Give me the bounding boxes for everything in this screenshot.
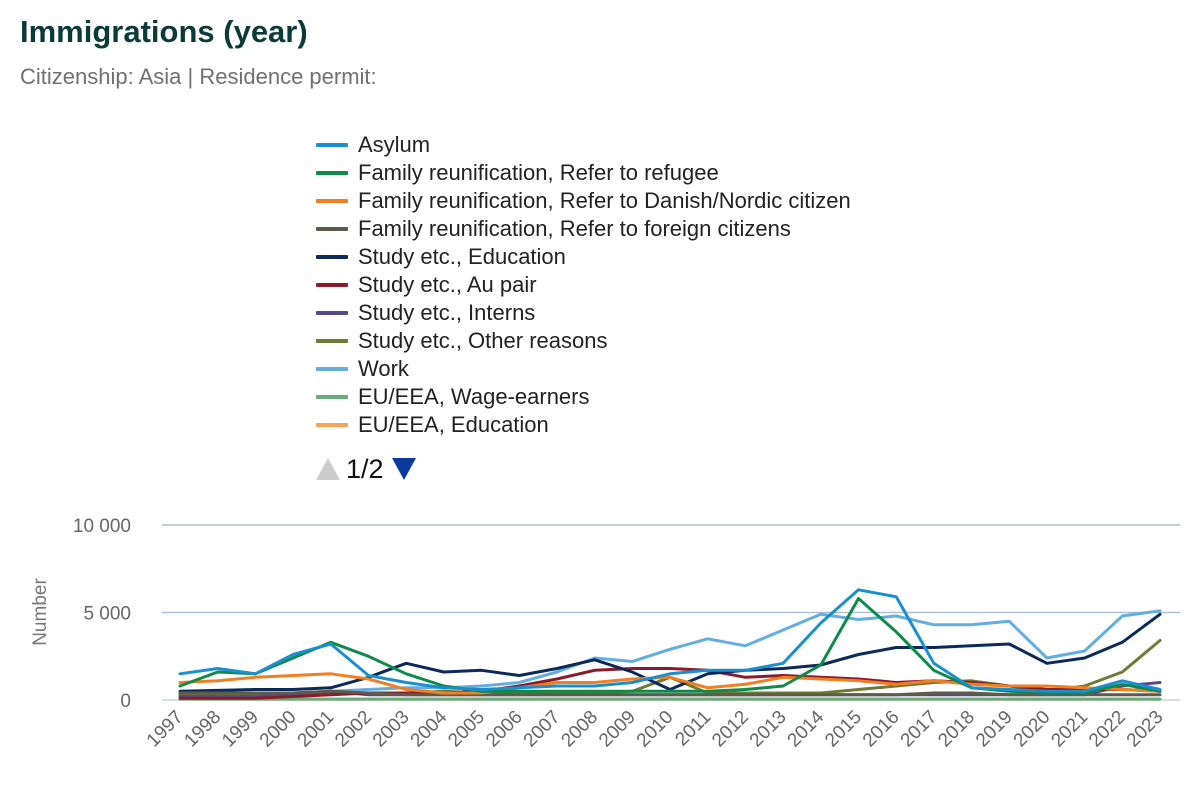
x-tick-label: 2009 [595,707,640,752]
x-tick-label: 2020 [1010,707,1055,752]
legend-swatch [316,423,348,427]
x-tick-label: 2003 [369,707,414,752]
x-tick-label: 2006 [482,707,527,752]
legend-pager: 1/2 [316,452,416,486]
legend-item[interactable]: EU/EEA, Wage-earners [316,383,956,411]
arrow-up-icon[interactable] [316,458,340,480]
series-line [178,588,1162,693]
legend-item[interactable]: Study etc., Education [316,243,956,271]
legend-swatch [316,143,348,147]
legend-item[interactable]: Study etc., Other reasons [316,327,956,355]
legend-label: Family reunification, Refer to refugee [358,160,719,185]
series-line [178,672,1162,695]
x-tick-label: 2012 [708,707,753,752]
legend-label: Study etc., Au pair [358,272,537,297]
chart-title: Immigrations (year) [20,14,308,49]
legend-label: Family reunification, Refer to Danish/No… [358,188,851,213]
x-tick-label: 2011 [671,707,715,751]
legend-swatch [316,199,348,203]
x-tick-label: 2013 [746,707,791,752]
series-line [178,612,1162,693]
arrow-down-icon[interactable] [391,458,416,480]
x-tick-label: 2023 [1123,707,1168,752]
chart-subtitle: Citizenship: Asia | Residence permit: [20,64,377,89]
x-tick-label: 2001 [294,707,339,752]
x-tick-label: 2004 [407,706,452,751]
x-tick-label: 2022 [1085,707,1130,752]
series-line [178,689,1162,697]
x-tick-label: 2021 [1047,707,1092,752]
legend-swatch [316,283,348,287]
legend-item[interactable]: Family reunification, Refer to foreign c… [316,215,956,243]
legend-page-indicator: 1/2 [346,453,384,484]
x-tick-label: 2014 [784,706,829,751]
legend-label: Study etc., Education [358,244,566,269]
legend-swatch [316,311,348,315]
legend-item[interactable]: Asylum [316,131,956,159]
legend-item[interactable]: Family reunification, Refer to refugee [316,159,956,187]
legend-label: EU/EEA, Wage-earners [358,384,590,409]
legend-swatch [316,339,348,343]
legend-label: Work [358,356,409,381]
x-tick-label: 1998 [180,707,225,752]
legend-item[interactable]: Family reunification, Refer to Danish/No… [316,187,956,215]
x-tick-label: 2008 [557,707,602,752]
legend-swatch [316,255,348,259]
y-tick-label: 0 [120,691,131,712]
legend-swatch [316,395,348,399]
x-tick-label: 2016 [859,707,904,752]
x-tick-label: 2000 [256,707,301,752]
x-tick-label: 1999 [218,707,263,752]
x-tick-label: 2005 [444,707,489,752]
legend-label: Study etc., Interns [358,300,536,325]
x-tick-label: 2002 [331,707,376,752]
legend-swatch [316,367,348,371]
x-tick-label: 2007 [520,707,565,752]
y-tick-label: 5 000 [83,604,131,625]
y-axis-label: Number [30,578,51,646]
x-tick-label: 2019 [972,707,1017,752]
series-line [178,609,1162,697]
legend-label: Asylum [358,132,431,157]
x-tick-label: 2018 [934,707,979,752]
legend-swatch [316,171,348,175]
legend-item[interactable]: Work [316,355,956,383]
legend-item[interactable]: EU/EEA, Education [316,411,956,439]
x-tick-label: 2015 [821,707,866,752]
legend-label: Study etc., Other reasons [358,328,608,353]
legend-swatch [316,227,348,231]
x-tick-label: 1997 [143,707,188,752]
x-tick-label: 2017 [897,707,942,752]
y-tick-label: 10 000 [73,516,131,537]
legend-item[interactable]: Study etc., Interns [316,299,956,327]
legend-item[interactable]: Study etc., Au pair [316,271,956,299]
x-tick-label: 2010 [633,707,678,752]
chart-legend: Asylum Family reunification, Refer to ref… [316,131,956,443]
legend-label: Family reunification, Refer to foreign c… [358,216,791,241]
legend-label: EU/EEA, Education [358,412,549,437]
